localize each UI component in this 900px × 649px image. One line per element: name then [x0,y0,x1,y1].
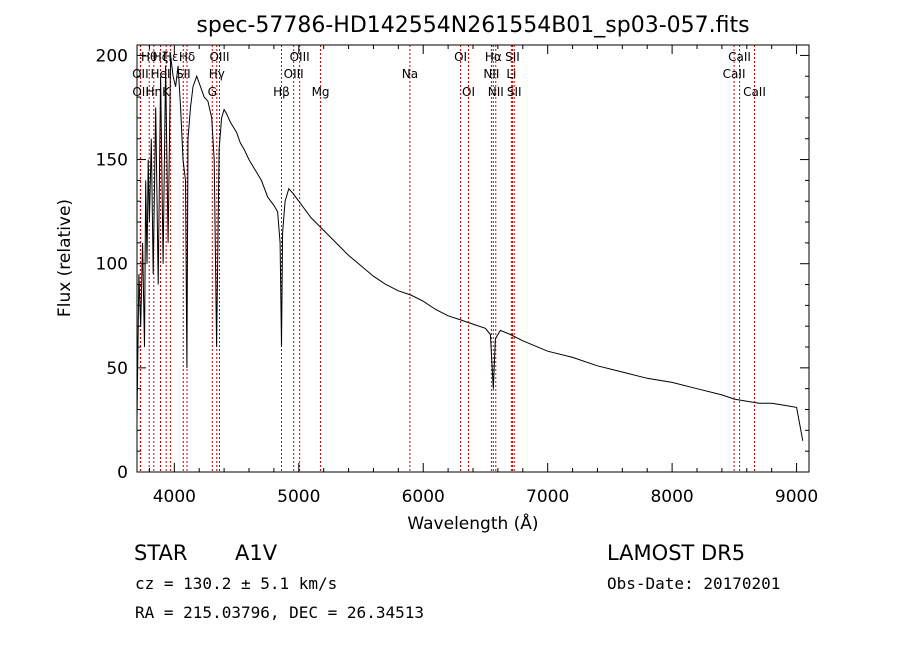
y-axis: 0 50 100 150 200 [96,46,809,483]
line-label-13: Hβ [273,85,290,99]
y-tick-label: 50 [106,359,128,379]
line-label-2: OII [132,85,149,99]
line-label-27: CaII [728,50,751,64]
line-label-8: SII [176,67,191,81]
line-label-26: CaII [723,67,746,81]
y-tick-label: 100 [96,255,128,275]
y-axis-label: Flux (relative) [55,199,75,317]
line-label-14: OIII [284,67,304,81]
x-axis-label: Wavelength (Å) [407,512,538,534]
line-label-3: Hη [145,85,162,99]
line-label-23: Li [506,67,516,81]
line-label-25: SII [507,85,522,99]
redshift-readout: cz = 130.2 ± 5.1 km/s [135,574,338,593]
line-label-28: CaII [743,85,766,99]
x-tick-label: 5000 [277,487,320,507]
y-tick-label: 200 [96,46,128,66]
spectrum-line [136,55,804,441]
line-label-22: NII [488,85,504,99]
x-tick-label: 9000 [775,487,818,507]
line-label-6: K [162,85,171,99]
line-label-20: NII [483,67,499,81]
line-label-10: G [208,85,217,99]
line-label-17: Na [402,67,418,81]
line-label-19: OI [462,85,475,99]
line-label-24: SII [505,50,520,64]
x-tick-label: 8000 [650,487,693,507]
x-tick-label: 6000 [402,487,445,507]
y-tick-label: 0 [117,463,128,483]
line-label-4: Hζ [153,50,169,64]
object-class: STAR [134,541,188,565]
line-label-21: Hα [485,50,502,64]
survey-label: LAMOST DR5 [607,541,746,565]
line-label-11: Hγ [209,67,225,81]
observation-date: Obs-Date: 20170201 [607,574,781,593]
plot-frame [136,44,810,473]
x-tick-label: 4000 [153,487,196,507]
line-label-18: OI [454,50,467,64]
line-label-15: OIII [290,50,310,64]
coordinates-readout: RA = 215.03796, DEC = 26.34513 [135,603,424,622]
line-label-12: OIII [209,50,229,64]
line-label-0: Hθ [141,50,157,64]
object-subclass: A1V [235,541,278,565]
emission-line-labels: HθOIIOIIHηHζHeIKHεSIIHδGHγOIIIHβOIIIOIII… [132,50,766,99]
line-label-9: Hδ [179,50,195,64]
line-label-1: OII [132,67,149,81]
chart-title: spec-57786-HD142554N261554B01_sp03-057.f… [196,13,749,38]
emission-line-markers [139,45,755,472]
y-tick-label: 150 [96,151,128,171]
line-label-16: Mg [312,85,330,99]
x-axis: 4000 5000 6000 7000 8000 9000 [148,45,818,507]
x-tick-label: 7000 [526,487,569,507]
